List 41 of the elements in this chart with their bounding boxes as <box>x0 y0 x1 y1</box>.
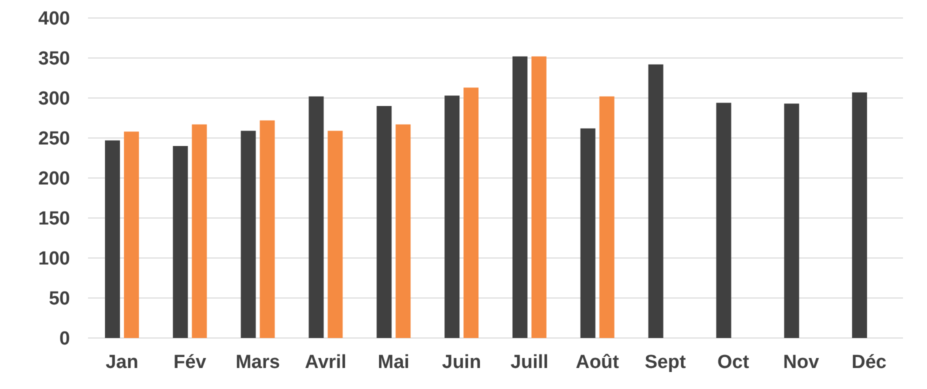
y-tick-label: 0 <box>59 328 70 350</box>
y-tick-label: 250 <box>38 128 70 150</box>
bar <box>172 146 188 338</box>
y-tick-label: 50 <box>48 288 70 310</box>
bar <box>599 96 614 338</box>
y-tick-label: 350 <box>38 48 70 70</box>
bar <box>260 120 275 338</box>
bar <box>512 56 528 338</box>
y-tick-label: 150 <box>38 208 70 230</box>
x-tick-label: Nov <box>783 352 820 373</box>
x-tick-label: Mai <box>378 352 410 373</box>
bar <box>852 92 868 338</box>
x-tick-label: Juin <box>442 352 482 373</box>
x-tick-label: Déc <box>852 352 887 373</box>
bar <box>784 104 800 338</box>
y-tick-label: 400 <box>38 8 70 30</box>
x-tick-label: Mars <box>236 352 280 373</box>
bar <box>464 88 479 338</box>
x-tick-label: Août <box>576 352 620 373</box>
bar <box>531 56 546 338</box>
bar <box>328 130 343 338</box>
bar <box>716 102 732 338</box>
y-tick-label: 200 <box>38 168 70 190</box>
bar <box>396 124 411 338</box>
bar <box>192 124 207 338</box>
bar <box>240 130 256 338</box>
bar <box>104 140 120 338</box>
x-tick-label: Avril <box>304 352 346 373</box>
bar <box>124 132 139 338</box>
bar <box>376 106 392 338</box>
y-tick-label: 300 <box>38 88 70 110</box>
x-tick-label: Sept <box>644 352 687 373</box>
x-tick-label: Oct <box>717 352 750 373</box>
bar <box>648 64 664 338</box>
x-tick-label: Fév <box>174 352 207 373</box>
bar <box>308 96 324 338</box>
y-tick-label: 100 <box>38 248 70 270</box>
bar <box>580 128 596 338</box>
bar <box>444 96 460 338</box>
x-tick-label: Jan <box>106 352 138 373</box>
x-tick-label: Juill <box>510 352 548 373</box>
